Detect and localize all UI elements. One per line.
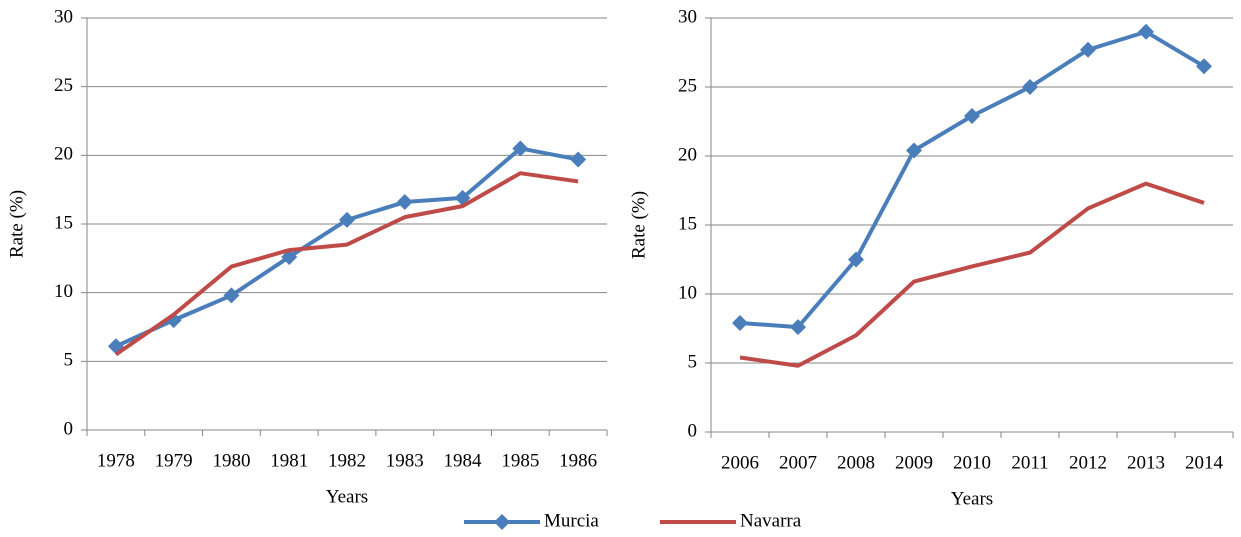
x-axis-label: Years <box>951 488 993 509</box>
y-tick-label: 15 <box>678 213 697 234</box>
x-tick-label: 1982 <box>328 450 366 471</box>
marker <box>512 140 529 157</box>
marker <box>570 151 587 168</box>
marker <box>964 107 980 124</box>
x-tick-label: 1980 <box>212 450 250 471</box>
marker <box>339 211 355 228</box>
x-tick-label: 1979 <box>155 450 193 471</box>
x-tick-label: 2011 <box>1011 452 1048 473</box>
marker <box>223 287 240 304</box>
legend-label: Navarra <box>740 510 802 531</box>
series-line <box>114 171 579 357</box>
marker <box>732 314 748 331</box>
x-tick-label: 2013 <box>1127 452 1165 473</box>
x-tick-label: 2006 <box>721 452 759 473</box>
legend-marker <box>494 514 510 530</box>
x-tick-label: 2009 <box>895 452 933 473</box>
x-tick-label: 1984 <box>444 450 483 471</box>
series-line <box>739 181 1205 368</box>
x-tick-label: 1986 <box>559 450 597 471</box>
marker <box>906 142 922 159</box>
y-tick-label: 20 <box>54 144 73 165</box>
x-tick-label: 1983 <box>386 450 424 471</box>
x-tick-label: 1981 <box>270 450 308 471</box>
x-tick-label: 2008 <box>837 452 875 473</box>
marker <box>1196 58 1212 75</box>
legend-label: Murcia <box>544 510 599 531</box>
marker <box>396 194 413 211</box>
marker <box>790 319 806 336</box>
x-tick-label: 2014 <box>1185 452 1224 473</box>
y-tick-label: 15 <box>54 212 73 233</box>
y-tick-label: 25 <box>678 75 697 96</box>
y-tick-label: 0 <box>64 418 74 439</box>
y-tick-label: 30 <box>678 6 697 27</box>
y-tick-label: 10 <box>678 282 697 303</box>
marker <box>1022 79 1038 95</box>
x-tick-label: 1985 <box>501 450 539 471</box>
x-tick-label: 1978 <box>97 450 135 471</box>
x-tick-label: 2012 <box>1069 452 1107 473</box>
x-axis-label: Years <box>326 486 368 507</box>
y-tick-label: 25 <box>54 75 73 96</box>
y-tick-label: 20 <box>678 144 697 165</box>
x-tick-label: 2010 <box>953 452 991 473</box>
x-tick-label: 2007 <box>779 452 817 473</box>
y-tick-label: 10 <box>54 281 73 302</box>
y-tick-label: 5 <box>64 350 74 371</box>
y-axis-label: Rate (%) <box>628 191 649 259</box>
marker <box>848 251 864 268</box>
series-line <box>739 29 1206 330</box>
y-axis-label: Rate (%) <box>6 190 27 258</box>
y-tick-label: 30 <box>54 6 73 27</box>
marker <box>1138 23 1154 40</box>
marker <box>1080 41 1096 58</box>
y-tick-label: 5 <box>688 351 698 372</box>
y-tick-label: 0 <box>688 420 698 441</box>
